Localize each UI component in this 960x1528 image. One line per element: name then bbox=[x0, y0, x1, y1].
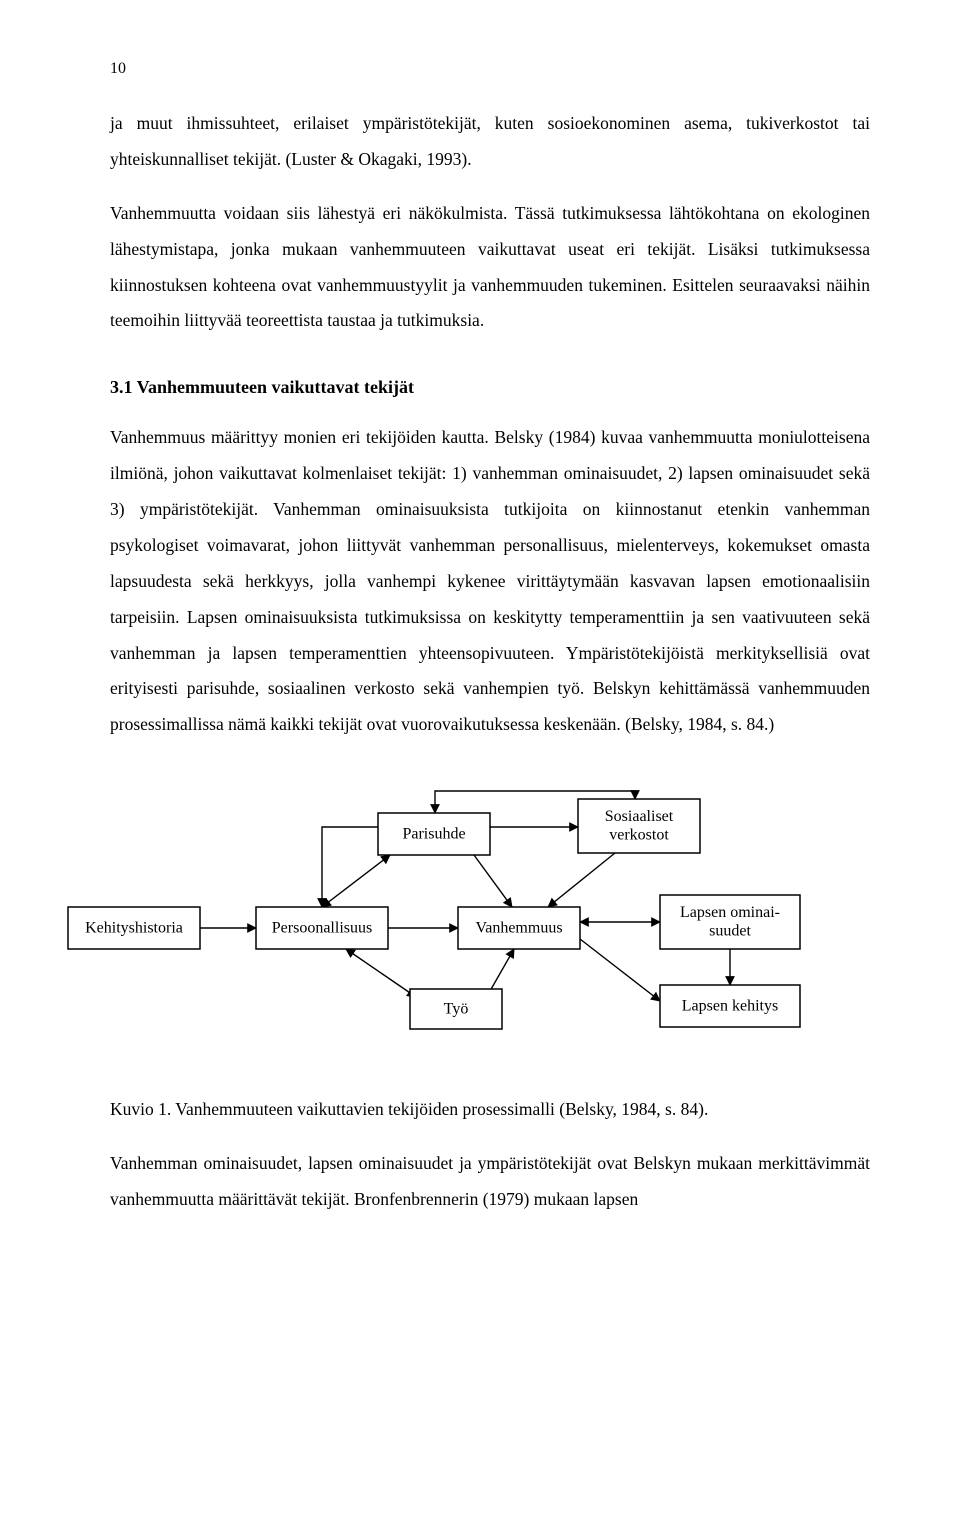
node-label: verkostot bbox=[609, 827, 669, 844]
edge-sosiaaliset-vanhemmuus bbox=[548, 853, 615, 907]
node-lapsenomin: Lapsen ominai-suudet bbox=[660, 895, 800, 949]
flowchart-svg: Kehityshistoria Persoonallisuus Vanhemmuus… bbox=[60, 779, 880, 1039]
paragraph-3: Vanhemmuus määrittyy monien eri tekijöid… bbox=[110, 420, 870, 743]
edge-persoonallisuus-tyo bbox=[346, 949, 416, 997]
node-label: Vanhemmuus bbox=[475, 920, 562, 937]
page-number: 10 bbox=[110, 60, 870, 78]
figure-caption: Kuvio 1. Vanhemmuuteen vaikuttavien teki… bbox=[110, 1092, 870, 1128]
page: 10 ja muut ihmissuhteet, erilaiset ympär… bbox=[0, 0, 960, 1528]
node-sosiaaliset: Sosiaaliset verkostot bbox=[578, 799, 700, 853]
node-tyo: Työ bbox=[410, 989, 502, 1029]
edge-parisuhde-vanhemmuus bbox=[474, 855, 512, 907]
node-label: Kehityshistoria bbox=[85, 920, 183, 937]
node-persoonallisuus: Persoonallisuus bbox=[256, 907, 388, 949]
node-vanhemmuus: Vanhemmuus bbox=[458, 907, 580, 949]
edge-vanhemmuus-lapsenkehitys bbox=[580, 939, 660, 1001]
node-lapsenkehitys: Lapsen kehitys bbox=[660, 985, 800, 1027]
node-label: Sosiaaliset bbox=[605, 808, 674, 825]
node-label: suudet bbox=[709, 923, 751, 940]
node-kehityshistoria: Kehityshistoria bbox=[68, 907, 200, 949]
node-parisuhde: Parisuhde bbox=[378, 813, 490, 855]
edge-tyo-vanhemmuus bbox=[490, 949, 514, 991]
edge-persoonallisuus-parisuhde bbox=[322, 855, 390, 907]
section-heading: 3.1 Vanhemmuuteen vaikuttavat tekijät bbox=[110, 377, 870, 398]
paragraph-4: Vanhemman ominaisuudet, lapsen ominaisuu… bbox=[110, 1146, 870, 1218]
node-label: Parisuhde bbox=[402, 826, 465, 843]
node-label: Työ bbox=[444, 1001, 469, 1018]
belsky-diagram: Kehityshistoria Persoonallisuus Vanhemmuus… bbox=[60, 779, 870, 1044]
node-label: Persoonallisuus bbox=[272, 920, 372, 937]
node-label: Lapsen kehitys bbox=[682, 998, 778, 1015]
paragraph-1: ja muut ihmissuhteet, erilaiset ympärist… bbox=[110, 106, 870, 178]
node-label: Lapsen ominai- bbox=[680, 904, 780, 921]
paragraph-2: Vanhemmuutta voidaan siis lähestyä eri n… bbox=[110, 196, 870, 340]
